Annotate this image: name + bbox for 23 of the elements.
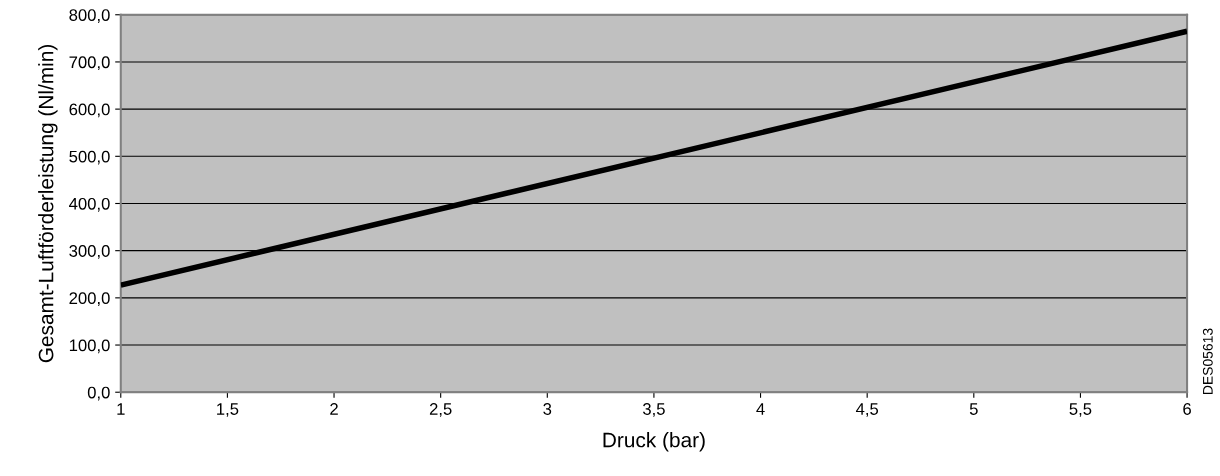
x-tick-label: 2 [330, 403, 338, 415]
x-tick-label: 3 [543, 403, 552, 415]
y-tick-label: 200,0 [69, 292, 110, 307]
x-tick-label: 6 [1183, 403, 1191, 415]
x-tick-label: 5 [969, 403, 978, 415]
x-tick-label: 2,5 [429, 403, 452, 417]
y-tick-label: 400,0 [69, 197, 110, 212]
x-tick-label: 5,5 [1069, 403, 1092, 417]
y-tick-label: 800,0 [69, 9, 110, 23]
x-tick-label: 4,5 [855, 403, 879, 417]
y-tick-label: 0,0 [87, 386, 110, 401]
text: DES05613 [1202, 328, 1213, 394]
y-axis-title: Gesamt-Luftförderleistung (Nl/min) [38, 45, 58, 363]
x-tick-label: 3,5 [642, 403, 665, 417]
x-tick-label: 4 [756, 403, 765, 415]
x-tick-label: 1 [117, 403, 125, 415]
x-tick-label: 1,5 [217, 403, 239, 417]
y-tick-label: 500,0 [69, 150, 110, 165]
y-tick-label: 600,0 [69, 103, 110, 118]
y-tick-label: 700,0 [69, 56, 110, 71]
x-axis-title: Druck (bar) [603, 432, 705, 452]
y-tick-label: 300,0 [69, 245, 110, 259]
y-tick-label: 100,0 [69, 339, 110, 354]
